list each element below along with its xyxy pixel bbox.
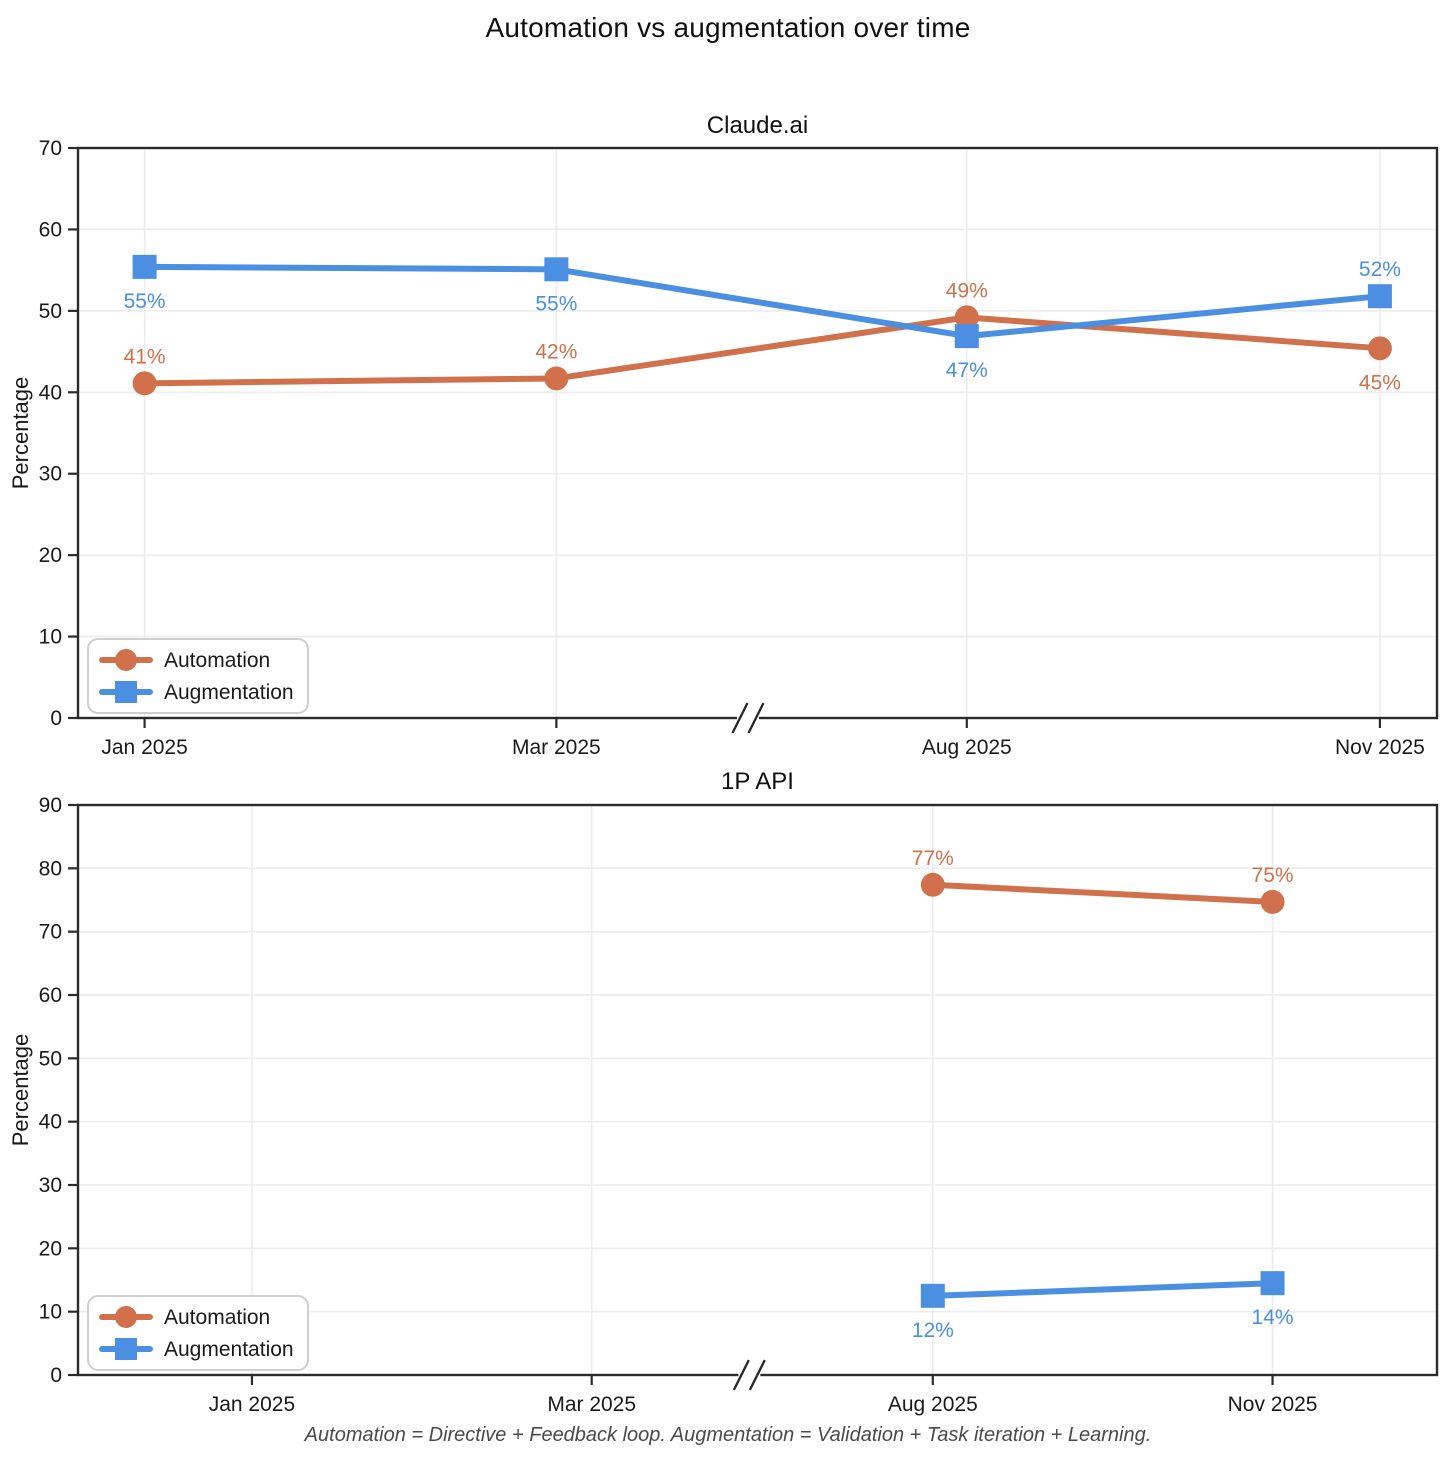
- y-tick-label: 50: [39, 300, 62, 323]
- y-tick-label: 70: [39, 137, 62, 160]
- data-point-label: 12%: [912, 1319, 954, 1342]
- legend-marker-circle: [115, 1306, 137, 1328]
- data-point-square: [920, 1283, 945, 1308]
- data-point-circle: [954, 305, 979, 330]
- data-point-circle: [1367, 336, 1392, 361]
- data-point-label: 75%: [1252, 864, 1294, 887]
- y-tick-label: 30: [39, 463, 62, 486]
- gridlines: [78, 147, 1437, 718]
- y-tick-label: 70: [39, 921, 62, 944]
- legend-label: Automation: [164, 649, 270, 672]
- y-tick-label: 20: [39, 544, 62, 567]
- y-tick-label: 50: [39, 1047, 62, 1070]
- series-line: [141, 314, 1383, 387]
- chart-claude-ai: Jan 2025 Mar 2025 Aug 2025 Nov 2025 0 10 20 30 4…: [8, 137, 1439, 759]
- data-point-square: [954, 324, 979, 349]
- y-tick-label: 40: [39, 381, 62, 404]
- legend-marker-square: [115, 681, 137, 703]
- data-point-circle: [920, 872, 945, 897]
- axis-break: [731, 702, 765, 734]
- legend-label: Augmentation: [164, 1338, 294, 1361]
- y-axis-label: Percentage: [8, 1034, 33, 1147]
- chart-1p-api: Jan 2025 Mar 2025 Aug 2025 Nov 2025 0 10 20 30 4…: [8, 794, 1439, 1416]
- axis-ticks: Jan 2025 Mar 2025 Aug 2025 Nov 2025 0 10 20 30 4…: [39, 794, 1318, 1416]
- x-tick-label: Jan 2025: [209, 1393, 295, 1416]
- data-point-label: 77%: [912, 847, 954, 870]
- data-point-label: 14%: [1252, 1306, 1294, 1329]
- data-point-label: 47%: [946, 359, 988, 382]
- y-tick-label: 60: [39, 984, 62, 1007]
- data-point-label: 55%: [535, 292, 577, 315]
- chart1-title: Claude.ai: [706, 112, 809, 139]
- y-tick-label: 20: [39, 1237, 62, 1260]
- series-automation: 77% 75%: [912, 847, 1294, 914]
- data-point-circle: [1260, 889, 1285, 914]
- data-point-square: [544, 257, 569, 282]
- y-axis-label: Percentage: [8, 377, 33, 490]
- y-tick-label: 30: [39, 1174, 62, 1197]
- x-tick-label: Nov 2025: [1228, 1393, 1318, 1416]
- series-line: [929, 1280, 1276, 1299]
- x-tick-label: Mar 2025: [547, 1393, 636, 1416]
- axis-break: [733, 1359, 766, 1391]
- data-point-label: 45%: [1359, 371, 1401, 394]
- data-point-label: 42%: [535, 340, 577, 363]
- figure-title: Automation vs augmentation over time: [485, 12, 971, 43]
- y-tick-label: 40: [39, 1111, 62, 1134]
- data-point-label: 55%: [124, 290, 166, 313]
- x-tick-label: Jan 2025: [101, 736, 187, 759]
- data-point-circle: [544, 366, 569, 391]
- gridlines: [78, 804, 1437, 1375]
- y-tick-label: 10: [39, 1301, 62, 1324]
- data-point-square: [1260, 1271, 1285, 1296]
- x-tick-label: Nov 2025: [1335, 736, 1425, 759]
- x-tick-label: Aug 2025: [922, 736, 1012, 759]
- legend-marker-circle: [115, 649, 137, 671]
- data-point-label: 49%: [946, 279, 988, 302]
- series-augmentation: 55% 55% 47% 52%: [124, 254, 1401, 382]
- data-point-square: [1367, 284, 1392, 309]
- data-point-circle: [132, 371, 157, 396]
- data-point-label: 52%: [1359, 258, 1401, 281]
- legend-label: Augmentation: [164, 681, 294, 704]
- chart2-title: 1P API: [721, 768, 794, 795]
- plot-border: [76, 803, 1439, 1377]
- x-tick-label: Mar 2025: [512, 736, 601, 759]
- series-automation: 41% 42% 49% 45%: [124, 279, 1401, 396]
- y-tick-label: 0: [50, 707, 62, 730]
- figure-footnote: Automation = Directive + Feedback loop. …: [304, 1424, 1152, 1446]
- y-tick-label: 90: [39, 794, 62, 817]
- series-line: [929, 881, 1276, 905]
- y-tick-label: 60: [39, 218, 62, 241]
- axis-ticks: Jan 2025 Mar 2025 Aug 2025 Nov 2025 0 10 20 30 4…: [39, 137, 1425, 759]
- data-point-label: 41%: [124, 345, 166, 368]
- y-tick-label: 10: [39, 626, 62, 649]
- legend: Automation Augmentation: [87, 638, 309, 714]
- legend-label: Automation: [164, 1306, 270, 1329]
- y-tick-label: 0: [50, 1364, 62, 1387]
- plot-border: [76, 146, 1439, 720]
- series-augmentation: 12% 14%: [912, 1271, 1294, 1342]
- legend: Automation Augmentation: [87, 1295, 309, 1371]
- x-tick-label: Aug 2025: [888, 1393, 978, 1416]
- data-point-square: [132, 254, 157, 279]
- y-tick-label: 80: [39, 857, 62, 880]
- legend-marker-square: [115, 1338, 137, 1360]
- series-line: [141, 263, 1383, 340]
